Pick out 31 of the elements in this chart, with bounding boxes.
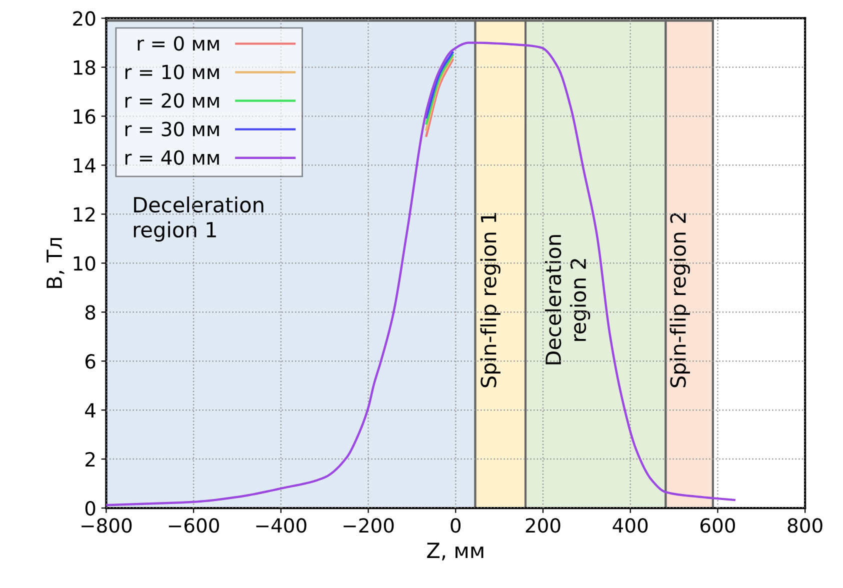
legend-label: r = 20 мм	[125, 93, 219, 108]
x-tick-label: 800	[788, 518, 822, 533]
y-tick-label: 8	[85, 305, 96, 320]
y-tick-label: 16	[74, 109, 96, 124]
y-axis-title: B, Тл	[46, 238, 64, 288]
band-label: Spin-flip region 2	[670, 213, 690, 388]
y-tick-label: 14	[74, 158, 96, 173]
x-tick-label: 400	[612, 518, 648, 533]
x-tick-label: −600	[168, 518, 219, 533]
x-tick-label: −400	[256, 518, 306, 533]
x-axis-title: Z, мм	[427, 542, 484, 560]
y-tick-label: 10	[74, 256, 96, 271]
x-tick-label: 600	[700, 518, 735, 533]
y-tick-label: 18	[74, 60, 96, 75]
y-tick-label: 12	[74, 207, 95, 222]
band-label: Deceleration region 2	[545, 235, 590, 364]
y-tick-label: 6	[85, 354, 96, 369]
x-tick-label: −200	[344, 518, 394, 533]
y-tick-label: 0	[85, 500, 96, 516]
legend-label: r = 30 мм	[125, 122, 219, 136]
legend-label: r = 0 мм	[138, 36, 219, 51]
band-label: Deceleration region 1	[134, 196, 264, 242]
y-tick-label: 20	[73, 11, 96, 26]
x-tick-label: −800	[82, 518, 132, 533]
y-tick-label: 4	[85, 403, 96, 418]
x-tick-label: 200	[526, 518, 560, 533]
x-tick-label: 0	[450, 518, 461, 533]
band-label: Spin-flip region 1	[480, 213, 500, 388]
legend-label: r = 10 мм	[125, 64, 219, 80]
y-tick-label: 2	[86, 452, 95, 466]
legend-label: r = 40 мм	[125, 150, 219, 165]
